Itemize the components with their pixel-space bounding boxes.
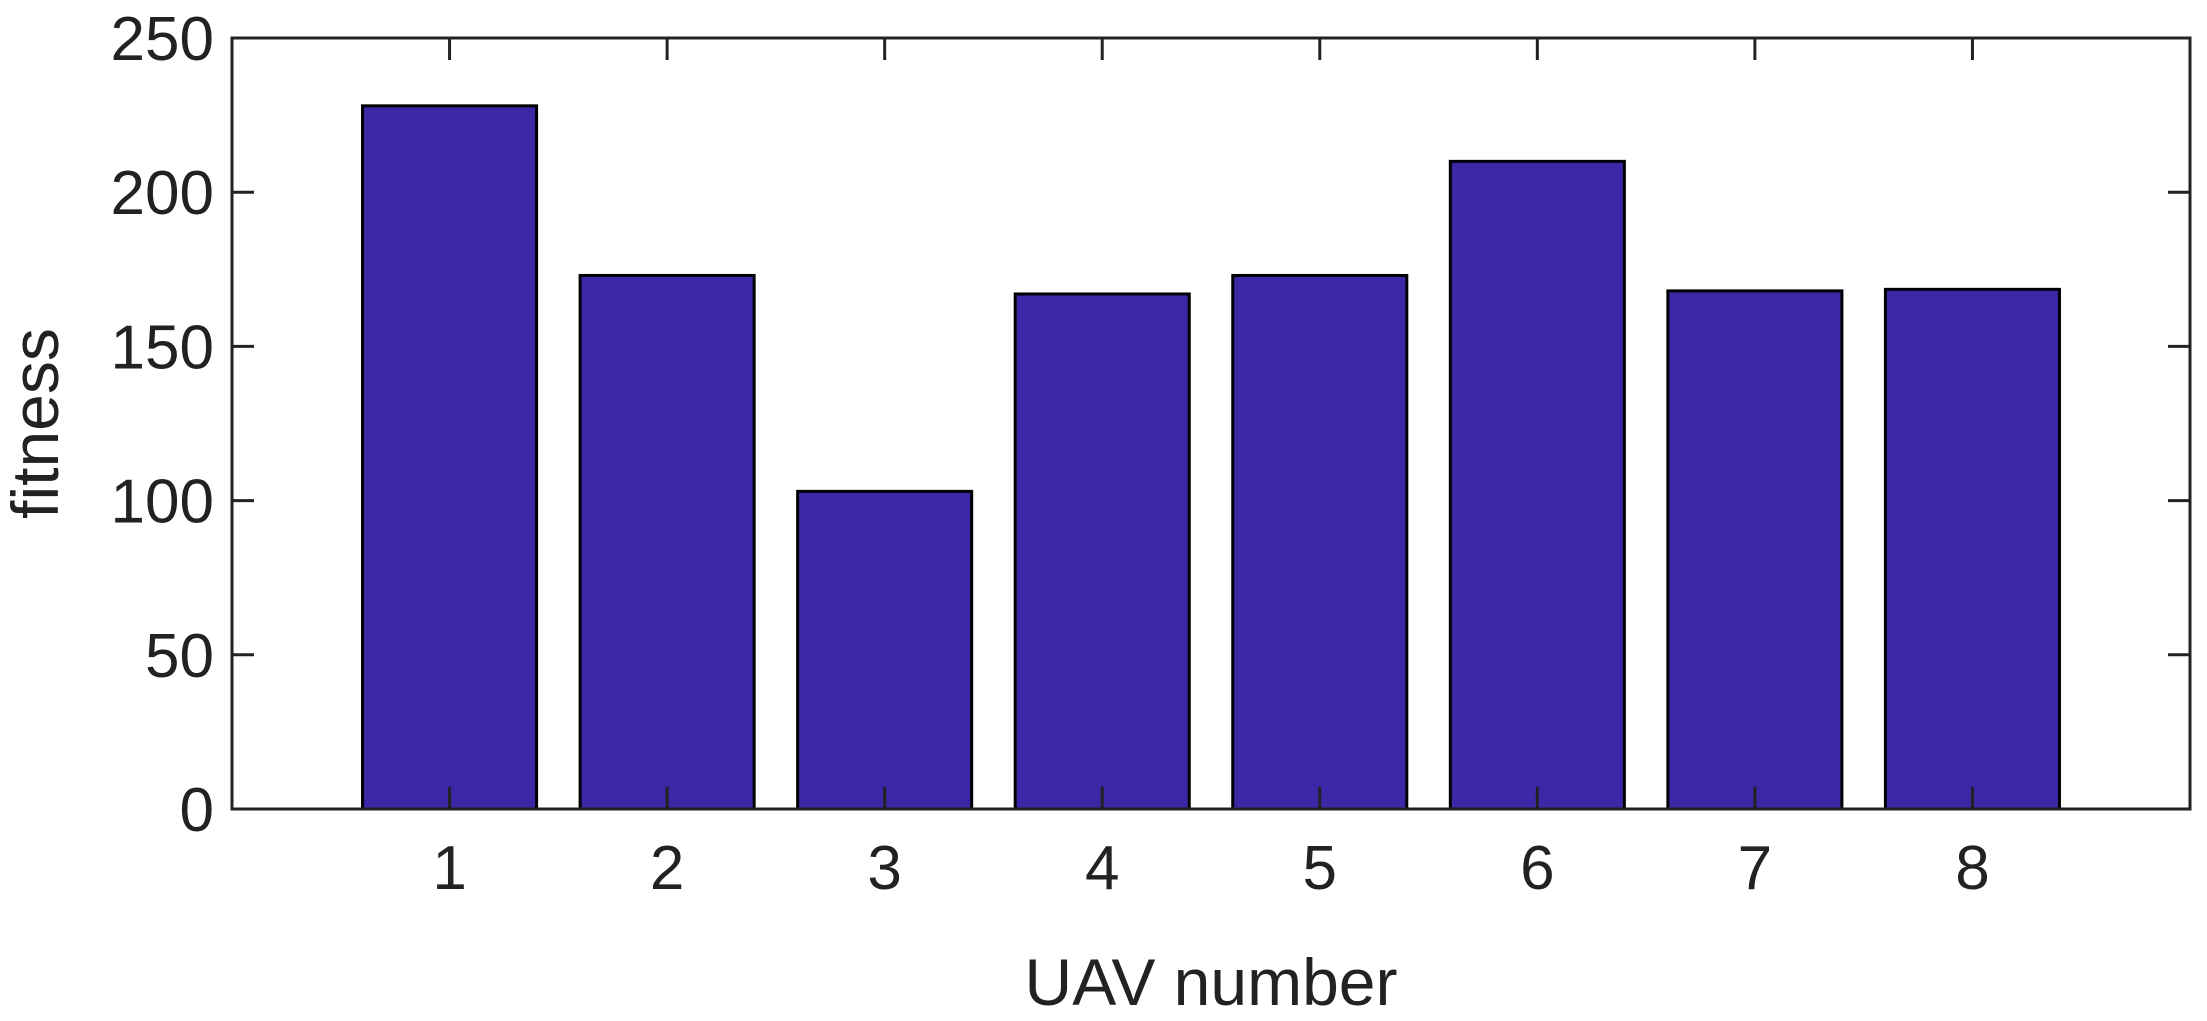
bar-4: [1013, 292, 1191, 811]
x-tick-label-6: 6: [1520, 834, 1554, 903]
bars-group: [361, 104, 2061, 811]
axes-box: [230, 36, 2192, 811]
bar-6: [1448, 159, 1626, 811]
x-tick-label-4: 4: [1085, 834, 1119, 903]
y-tick-label-150: 150: [111, 313, 214, 382]
y-tick-label-50: 50: [145, 622, 214, 691]
bar-7: [1666, 289, 1844, 811]
y-tick-label-250: 250: [111, 5, 214, 74]
x-tick-label-2: 2: [650, 834, 684, 903]
x-axis-label: UAV number: [1025, 945, 1398, 1019]
y-tick-label-0: 0: [180, 776, 214, 845]
bar-2: [578, 273, 756, 811]
bar-8: [1883, 287, 2061, 811]
bar-1: [361, 104, 539, 811]
y-tick-label-100: 100: [111, 468, 214, 537]
y-axis-label: fitness: [0, 328, 72, 519]
bar-3: [796, 489, 974, 811]
x-tick-label-8: 8: [1955, 834, 1989, 903]
x-tick-label-3: 3: [867, 834, 901, 903]
x-tick-label-5: 5: [1303, 834, 1337, 903]
axes-group: [230, 36, 2192, 811]
bar-5: [1231, 273, 1409, 811]
ticks-group: 0 50 100 150 200 250 1 2 3 4 5 6 7 8: [111, 5, 2190, 903]
y-tick-label-200: 200: [111, 159, 214, 228]
x-tick-label-7: 7: [1738, 834, 1772, 903]
x-tick-label-1: 1: [432, 834, 466, 903]
